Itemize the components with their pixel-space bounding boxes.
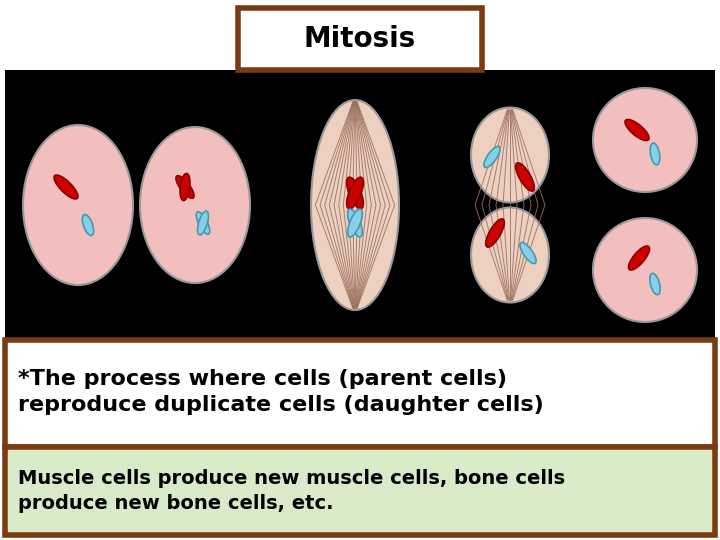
Ellipse shape	[650, 273, 660, 295]
Ellipse shape	[348, 209, 362, 237]
Ellipse shape	[140, 127, 250, 283]
Ellipse shape	[346, 177, 364, 209]
Ellipse shape	[650, 143, 660, 165]
Ellipse shape	[197, 211, 209, 235]
Ellipse shape	[486, 219, 504, 247]
Ellipse shape	[520, 242, 536, 264]
Ellipse shape	[348, 209, 362, 237]
Ellipse shape	[471, 107, 549, 202]
FancyBboxPatch shape	[5, 447, 715, 535]
Ellipse shape	[629, 246, 649, 270]
Ellipse shape	[82, 214, 94, 235]
Ellipse shape	[197, 212, 210, 234]
Ellipse shape	[23, 125, 133, 285]
FancyBboxPatch shape	[238, 8, 482, 70]
FancyBboxPatch shape	[5, 340, 715, 447]
Ellipse shape	[593, 218, 697, 322]
Ellipse shape	[180, 173, 190, 200]
Ellipse shape	[176, 176, 194, 198]
Bar	[5, 70, 715, 340]
Ellipse shape	[516, 163, 534, 191]
Ellipse shape	[346, 177, 364, 209]
Text: Mitosis: Mitosis	[304, 25, 416, 53]
Ellipse shape	[54, 175, 78, 199]
Ellipse shape	[625, 119, 649, 140]
Text: *The process where cells (parent cells)
reproduce duplicate cells (daughter cell: *The process where cells (parent cells) …	[18, 369, 544, 415]
Ellipse shape	[593, 88, 697, 192]
Ellipse shape	[471, 207, 549, 302]
Text: Muscle cells produce new muscle cells, bone cells
produce new bone cells, etc.: Muscle cells produce new muscle cells, b…	[18, 469, 565, 513]
Ellipse shape	[484, 146, 500, 167]
Ellipse shape	[311, 100, 399, 310]
